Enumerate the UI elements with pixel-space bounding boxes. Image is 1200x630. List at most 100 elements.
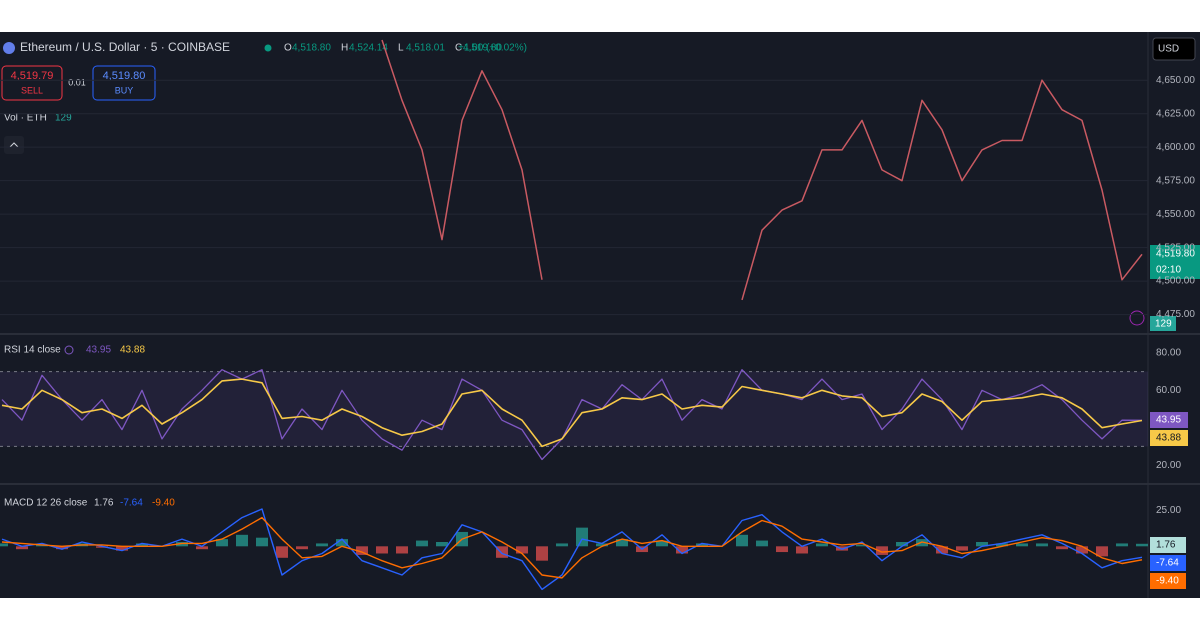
rsi-axis-box — [1150, 412, 1188, 428]
histogram-bar — [176, 542, 188, 547]
histogram-bar — [876, 546, 888, 555]
price-label: 4,519.80 — [1156, 249, 1195, 260]
histogram-bar — [196, 546, 208, 550]
ohlc-letter: O — [284, 43, 292, 54]
alert-icon[interactable] — [1129, 310, 1145, 326]
histogram-bar — [976, 542, 988, 547]
ohlc-letter: L — [398, 43, 404, 54]
countdown: 02:10 — [1156, 265, 1181, 276]
histogram-bar — [416, 540, 428, 547]
currency: USD — [1158, 44, 1179, 55]
eth-icon — [3, 42, 15, 54]
macd-histogram-readout: 1.76 — [94, 498, 114, 509]
ohlc-letter: H — [341, 43, 348, 54]
rsi-settings[interactable] — [64, 345, 74, 355]
histogram-bar — [1056, 546, 1068, 550]
histogram-bar — [1036, 543, 1048, 547]
histogram-bar — [776, 546, 788, 553]
buy-button[interactable] — [92, 65, 156, 101]
histogram-bar — [536, 546, 548, 561]
indicator-line — [1, 369, 1143, 461]
collapse-icon — [9, 142, 19, 148]
histogram-bar — [116, 546, 128, 551]
histogram-bar — [0, 543, 8, 547]
y-tick-label: 4,475.00 — [1156, 309, 1195, 320]
macd-axis-box — [1150, 555, 1186, 571]
histogram-bar — [956, 546, 968, 551]
histogram-bar — [376, 546, 388, 554]
buy-label: BUY — [115, 85, 134, 95]
histogram-bar — [596, 543, 608, 547]
y-tick-label: 25.00 — [1156, 505, 1181, 516]
histogram-bar — [316, 543, 328, 547]
macd-signal-axis-box — [1150, 573, 1186, 589]
histogram-bar — [336, 539, 348, 547]
histogram-bar — [496, 546, 508, 558]
macd-axis-label: -7.64 — [1156, 558, 1179, 569]
histogram-bar — [16, 546, 28, 550]
histogram-bar — [276, 546, 288, 558]
y-tick-label: 4,500.00 — [1156, 276, 1195, 287]
macd-histogram-axis-box — [1150, 537, 1186, 553]
macd-readout: -7.64 — [120, 498, 143, 509]
histogram-bar — [816, 543, 828, 547]
histogram-bar — [1016, 543, 1028, 547]
histogram-bar — [756, 540, 768, 547]
y-tick-label: 4,550.00 — [1156, 209, 1195, 220]
histogram-bar — [256, 537, 268, 547]
ohlc-value: 4,519.80 — [463, 43, 502, 54]
change: +1.00 (+0.02%) — [458, 43, 527, 54]
market-status — [264, 44, 272, 52]
y-tick-label: 4,625.00 — [1156, 108, 1195, 119]
histogram-bar — [96, 546, 108, 548]
spread: 0.01 — [68, 77, 86, 87]
y-tick-label: 20.00 — [1156, 460, 1181, 471]
ohlc-value: 4,518.80 — [292, 43, 331, 54]
plot-layers: 4,650.00 4,625.00 4,600.00 4,575.00 4,550.00… — [0, 39, 1195, 591]
symbol[interactable]: Ethereum / U.S. Dollar · 5 · COINBASE — [20, 40, 230, 54]
rsi-axis-label: 43.95 — [1156, 415, 1181, 426]
volume-label-box — [1150, 316, 1176, 331]
sell-label: SELL — [21, 85, 43, 95]
macd-signal-axis-label: -9.40 — [1156, 576, 1179, 587]
ohlc-letter: C — [455, 43, 462, 54]
macd-signal-readout: -9.40 — [152, 498, 175, 509]
y-tick-label: 4,525.00 — [1156, 242, 1195, 253]
macd-histogram-axis-label: 1.76 — [1156, 540, 1176, 551]
sell-button[interactable] — [1, 65, 63, 101]
collapse-button[interactable] — [4, 136, 24, 154]
histogram-bar — [796, 546, 808, 554]
histogram-bar — [516, 546, 528, 554]
histogram-bar — [656, 540, 668, 547]
ohlc-value: 4,524.14 — [349, 43, 388, 54]
histogram-bar — [296, 546, 308, 550]
ohlc: O 4,518.80 H 4,524.14 L 4,518.01 C 4,519.80 — [284, 43, 502, 54]
histogram-bar — [356, 546, 368, 555]
histogram-bar — [1116, 543, 1128, 547]
histogram-bar — [396, 546, 408, 554]
histogram-bar — [136, 543, 148, 547]
rsi-ma-readout: 43.88 — [120, 345, 145, 356]
buy-price: 4,519.80 — [103, 70, 146, 82]
ohlc-value: 4,518.01 — [406, 43, 445, 54]
histogram-bar — [676, 546, 688, 554]
histogram-bar — [936, 546, 948, 554]
price-label-box — [1150, 245, 1200, 279]
price-line — [381, 39, 1143, 301]
macd-line — [1, 516, 1143, 579]
histogram-bar — [996, 543, 1008, 547]
volume-axis-label: 129 — [1155, 319, 1172, 330]
histogram-bar — [616, 539, 628, 547]
y-tick-label: 60.00 — [1156, 385, 1181, 396]
histogram-bar — [1076, 546, 1088, 554]
currency-button[interactable] — [1152, 37, 1196, 61]
histogram-bar — [56, 546, 68, 550]
y-tick-label: 80.00 — [1156, 347, 1181, 358]
y-tick-label: 4,650.00 — [1156, 75, 1195, 86]
volume-value: 129 — [55, 113, 72, 124]
histogram-bar — [576, 527, 588, 547]
histogram-bar — [1096, 546, 1108, 557]
sell-price: 4,519.79 — [11, 70, 54, 82]
y-tick-label: 4,575.00 — [1156, 175, 1195, 186]
